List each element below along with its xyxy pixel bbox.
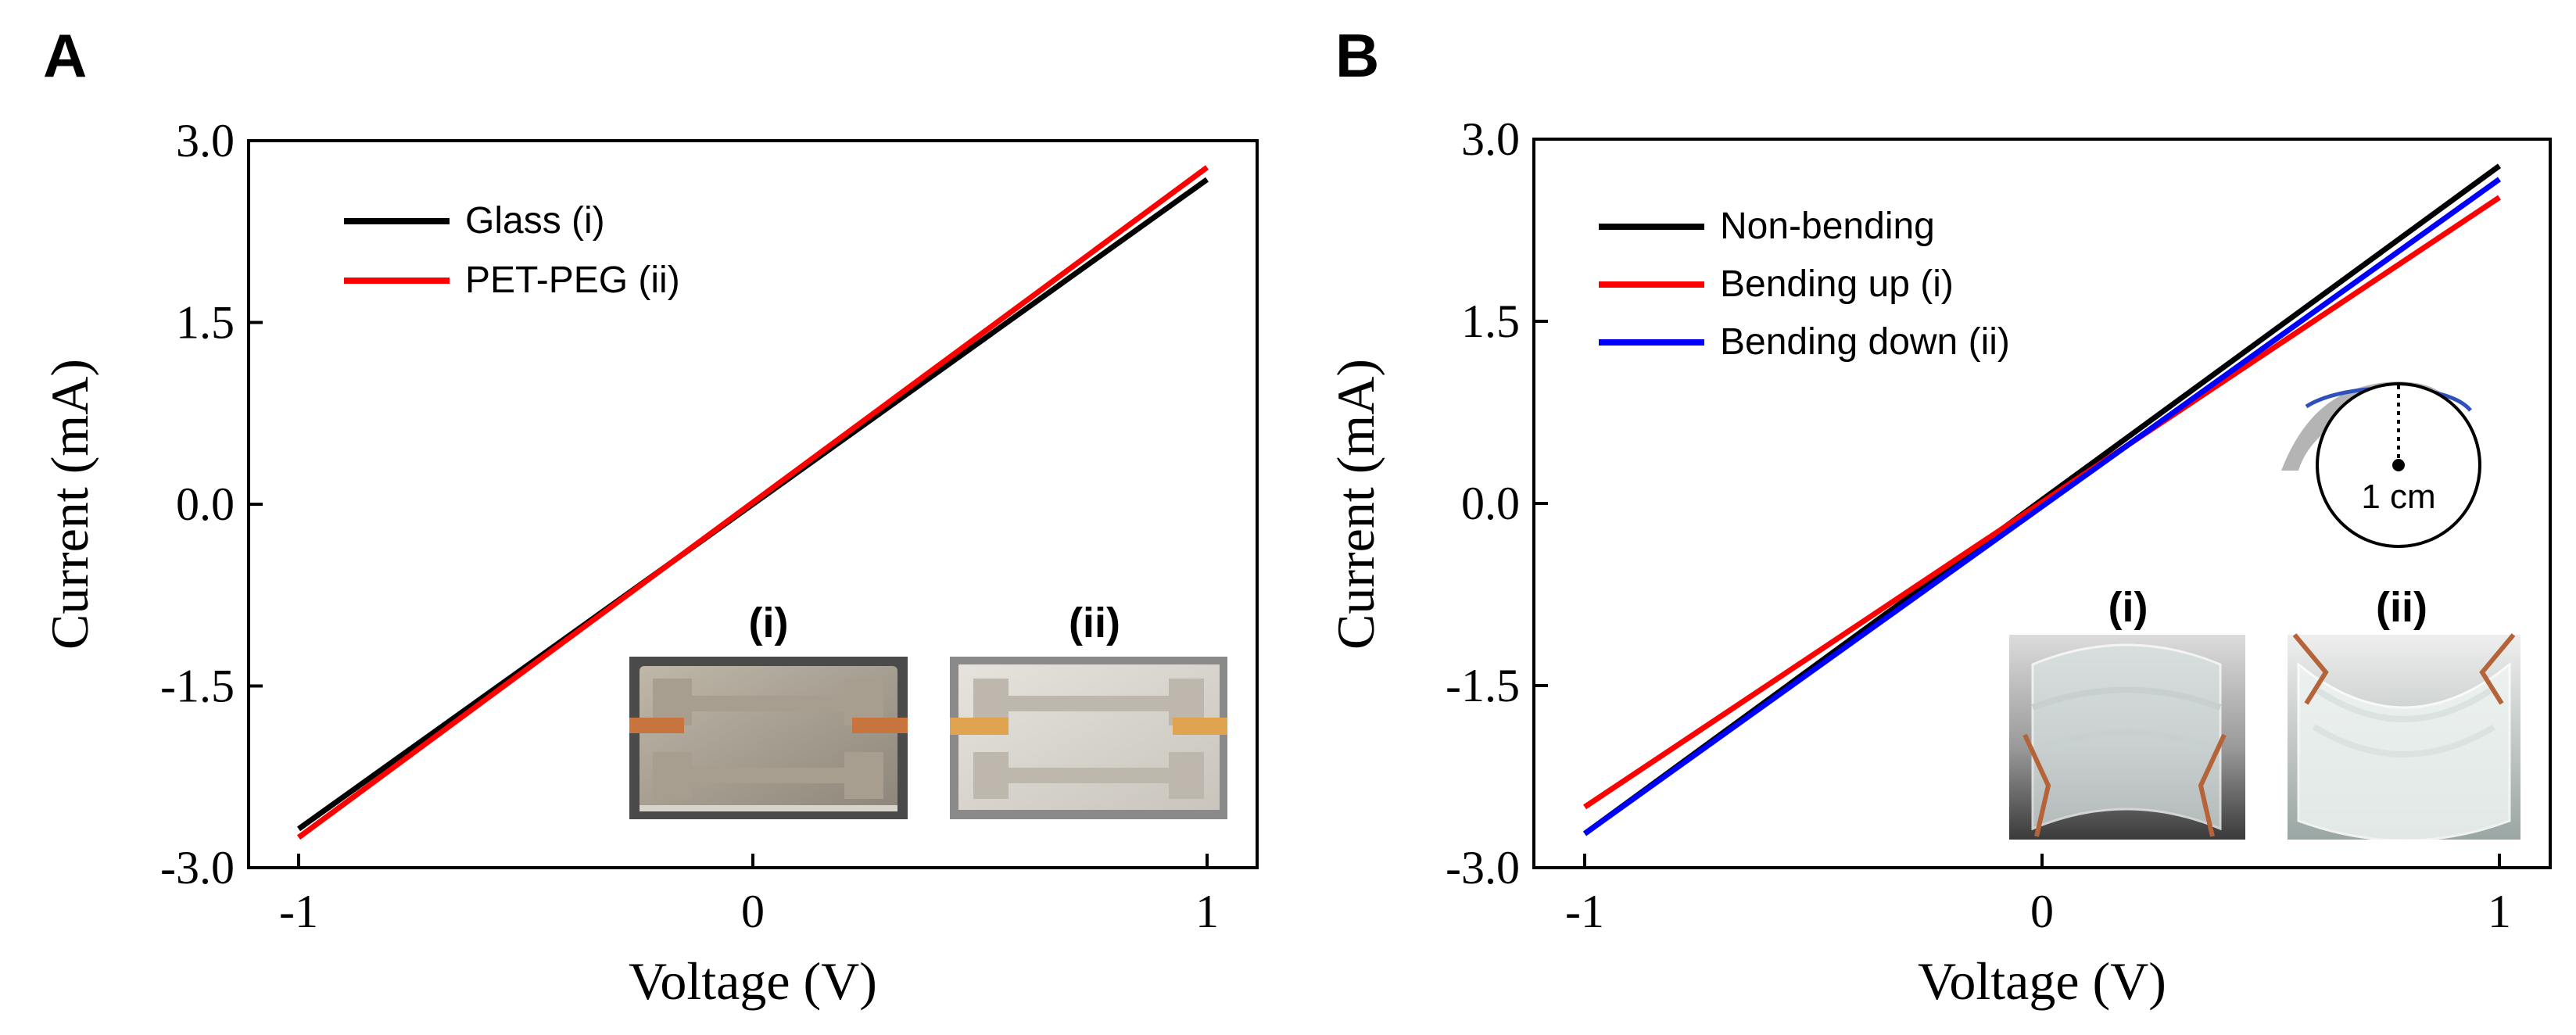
y-tick-label: -3.0 xyxy=(1446,842,1520,894)
bending-radius-schematic: 1 cm xyxy=(2281,381,2481,548)
y-tick-label: -1.5 xyxy=(160,661,235,712)
x-ticks-a: -1 0 1 xyxy=(279,854,1219,937)
legend-entry: Glass (i) xyxy=(465,200,605,242)
bending-radius-label: 1 cm xyxy=(2361,478,2435,516)
y-ticks-b: 3.0 1.5 0.0 -1.5 -3.0 xyxy=(1446,113,1548,894)
x-tick-label: 0 xyxy=(2030,886,2054,937)
y-axis-label-b: Current (mA) xyxy=(1326,359,1385,650)
y-ticks-a: 3.0 1.5 0.0 -1.5 -3.0 xyxy=(160,115,263,894)
x-axis-label-a: Voltage (V) xyxy=(629,951,877,1011)
y-tick-label: 3.0 xyxy=(1461,113,1520,165)
inset-photo-bending-up xyxy=(2009,635,2245,840)
x-axis-label-b: Voltage (V) xyxy=(1918,951,2166,1011)
inset-photo-glass-substrate xyxy=(629,657,908,819)
y-tick-label: -3.0 xyxy=(160,842,235,894)
inset-photo-bending-down xyxy=(2288,633,2520,842)
series-lines-b xyxy=(1582,163,2502,836)
y-tick-label: 1.5 xyxy=(1461,295,1520,347)
y-tick-label: -1.5 xyxy=(1446,660,1520,711)
y-tick-label: 0.0 xyxy=(1461,478,1520,529)
legend-entry: Non-bending xyxy=(1720,206,1935,247)
y-tick-label: 3.0 xyxy=(176,115,235,167)
series-line-pet-peg-ii xyxy=(296,165,1209,840)
y-axis-label-a: Current (mA) xyxy=(40,359,99,650)
series-line-bending-up-i xyxy=(1583,195,2501,810)
x-tick-label: 1 xyxy=(1195,886,1219,937)
legend-entry: PET-PEG (ii) xyxy=(465,260,680,301)
legend-entry: Bending down (ii) xyxy=(1720,321,2010,363)
y-tick-label: 0.0 xyxy=(176,478,235,530)
legend-entry: Bending up (i) xyxy=(1720,263,1954,305)
inset-photo-pet-peg-substrate xyxy=(950,657,1227,819)
x-tick-label: -1 xyxy=(1565,886,1604,937)
panel-a: A 3.0 1.5 0.0 -1.5 -3.0 -1 0 1 Current (mA) Vo… xyxy=(40,21,1259,1011)
panel-letter-a: A xyxy=(43,21,87,90)
inset-label-a-ii: (ii) xyxy=(1069,600,1120,646)
inset-label-b-ii: (ii) xyxy=(2376,584,2427,631)
series-lines-a xyxy=(296,165,1209,840)
inset-label-b-i: (i) xyxy=(2108,584,2148,631)
series-line-bending-down-ii xyxy=(1582,177,2502,836)
legend-b: Non-bending Bending up (i) Bending down (i… xyxy=(1599,206,2010,363)
legend-a: Glass (i) PET-PEG (ii) xyxy=(344,200,680,301)
x-tick-label: 0 xyxy=(741,886,765,937)
x-ticks-b: -1 0 1 xyxy=(1565,854,2511,937)
y-tick-label: 1.5 xyxy=(176,297,235,349)
x-tick-label: -1 xyxy=(279,886,318,937)
panel-letter-b: B xyxy=(1335,21,1379,90)
x-tick-label: 1 xyxy=(2488,886,2511,937)
panel-b: B 3.0 1.5 0.0 -1.5 -3.0 -1 0 1 Current (mA) Vo… xyxy=(1326,21,2552,1011)
inset-label-a-i: (i) xyxy=(749,600,789,646)
